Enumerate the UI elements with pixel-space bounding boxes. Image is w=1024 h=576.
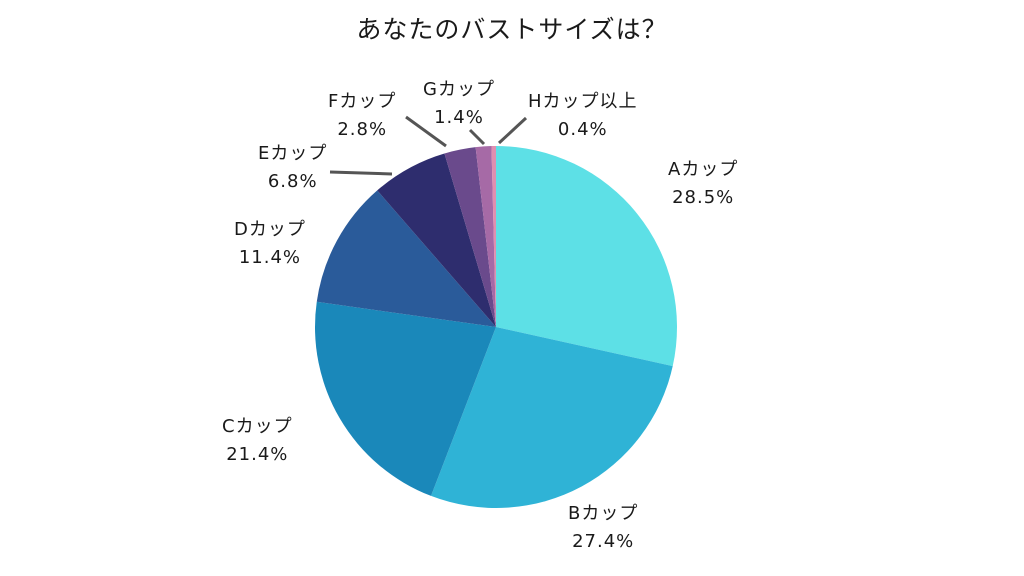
pie-slice xyxy=(444,147,496,327)
leader-line-h xyxy=(497,116,528,145)
label-f-value: 2.8% xyxy=(337,119,388,140)
pie-slice xyxy=(431,327,673,509)
leader-lines xyxy=(329,115,528,176)
label-h-value: 0.4% xyxy=(557,119,608,140)
pie-slice xyxy=(496,146,678,367)
pie-slice xyxy=(377,153,496,327)
label-c-value: 21.4% xyxy=(226,444,289,465)
leader-line-f xyxy=(405,115,447,148)
pie-slice xyxy=(315,301,496,496)
label-d-value: 11.4% xyxy=(238,247,302,268)
leader-line-g xyxy=(468,128,486,146)
leader-line-e xyxy=(329,170,393,176)
label-b-name: Bカップ xyxy=(568,503,639,524)
label-c: Cカップ 21.4% xyxy=(222,413,293,469)
label-c-name: Cカップ xyxy=(222,416,293,437)
label-f: Fカップ 2.8% xyxy=(328,88,396,144)
label-g-value: 1.4% xyxy=(434,107,484,128)
label-d: Dカップ 11.4% xyxy=(234,216,306,272)
label-a-name: Aカップ xyxy=(668,159,739,180)
label-h-name: Hカップ以上 xyxy=(528,91,638,112)
chart-title: あなたのバストサイズは？ xyxy=(356,15,668,44)
label-b-value: 27.4% xyxy=(572,531,635,552)
label-h: Hカップ以上 0.4% xyxy=(528,88,638,144)
label-e-value: 6.8% xyxy=(267,171,318,192)
label-a-value: 28.5% xyxy=(672,187,735,208)
label-g-name: Gカップ xyxy=(423,79,495,100)
label-g: Gカップ 1.4% xyxy=(423,76,495,132)
label-b: Bカップ 27.4% xyxy=(568,500,638,556)
label-e: Eカップ 6.8% xyxy=(258,140,327,196)
pie-slice xyxy=(475,146,496,327)
pie-slices xyxy=(315,146,678,509)
label-e-name: Eカップ xyxy=(258,143,328,164)
label-a: Aカップ 28.5% xyxy=(668,156,738,212)
label-f-name: Fカップ xyxy=(328,91,397,112)
label-d-name: Dカップ xyxy=(234,219,306,240)
pie-slice xyxy=(491,146,496,327)
pie-slice xyxy=(316,190,496,327)
